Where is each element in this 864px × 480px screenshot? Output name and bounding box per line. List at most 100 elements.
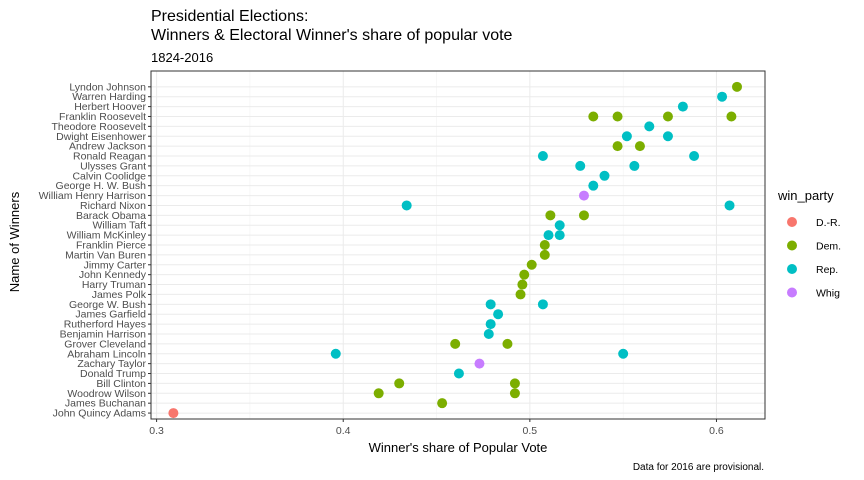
data-point [537,299,548,310]
data-point [493,309,504,320]
x-tick-label: 0.3 [149,425,164,437]
y-tick-label: William Henry Harrison [39,190,147,202]
y-tick-label: Abraham Lincoln [67,348,146,360]
legend-label: Whig [816,288,840,300]
y-tick-label: Andrew Jackson [69,141,146,153]
data-point [599,170,610,181]
data-point [724,200,735,211]
data-point [450,338,461,349]
chart-caption: Data for 2016 are provisional. [633,462,764,473]
chart-subtitle: 1824-2016 [151,50,213,65]
plot-border [150,70,766,420]
data-point [588,180,599,191]
y-tick-label: Herbert Hoover [74,101,146,113]
data-point [401,200,412,211]
y-tick-label: William Taft [93,220,147,232]
y-tick-label: Ulysses Grant [80,160,146,172]
data-point [612,141,623,152]
data-point [509,378,520,389]
y-tick-label: John Quincy Adams [53,408,146,420]
data-point [437,398,448,409]
data-point [485,319,496,330]
y-tick-label: Jimmy Carter [84,259,147,271]
data-point [629,160,640,171]
y-tick-label: Rutherford Hayes [64,319,146,331]
data-point [373,388,384,399]
y-axis-title: Name of Winners [7,191,22,292]
y-tick-label: Grover Cleveland [64,338,146,350]
data-point [588,111,599,122]
data-point [515,289,526,300]
y-tick-label: Zachary Taylor [77,358,146,370]
legend-key [787,217,797,227]
y-tick-label: James Buchanan [65,398,146,410]
data-point [554,230,565,241]
y-tick-label: James Garfield [75,309,146,321]
data-point [519,269,530,280]
data-point [330,348,341,359]
y-tick-label: Donald Trump [80,368,146,380]
y-tick-label: John Kennedy [79,269,147,281]
data-point [539,249,550,260]
y-tick-label: Theodore Roosevelt [51,121,146,133]
legend-label: Rep. [816,264,838,276]
y-tick-label: Dwight Eisenhower [56,131,146,143]
data-point [168,408,179,419]
data-point [578,190,589,201]
chart-title-line2: Winners & Electoral Winner's share of po… [151,27,513,44]
y-tick-label: William McKinley [67,230,147,242]
chart-title-line1: Presidential Elections: [151,8,308,25]
x-tick-label: 0.4 [336,425,351,437]
data-point [526,259,537,270]
legend-label: D.-R. [816,217,841,229]
legend-key [787,240,797,251]
data-point [726,111,737,122]
y-tick-label: Benjamin Harrison [60,328,147,340]
y-tick-label: Lyndon Johnson [69,81,146,93]
legend-key [787,264,797,274]
legend: win_party D.-R. Dem. Rep. Whig [777,188,841,300]
x-axis-title: Winner's share of Popular Vote [369,440,548,455]
data-point [662,131,673,142]
y-tick-label: Woodrow Wilson [67,388,146,400]
data-point [689,151,700,162]
y-tick-label: Ronald Reagan [73,151,146,163]
data-point [545,210,556,221]
y-tick-label: George H. W. Bush [56,180,147,192]
x-tick-label: 0.5 [523,425,538,437]
data-point [543,230,554,241]
legend-items: D.-R. Dem. Rep. Whig [787,217,841,300]
data-point [453,368,464,379]
data-point [618,348,629,359]
data-point [509,388,520,399]
x-tick-label: 0.6 [709,425,724,437]
data-point [732,81,743,92]
data-point [485,299,496,310]
legend-key [787,287,797,298]
y-tick-label: Warren Harding [72,91,146,103]
data-point [474,358,485,369]
data-point [644,121,655,132]
y-tick-label: Barack Obama [76,210,146,222]
data-point [612,111,623,122]
data-point [394,378,405,389]
y-tick-label: Harry Truman [82,279,146,291]
data-point [537,151,548,162]
y-tick-label: Bill Clinton [96,378,146,390]
data-point [634,141,645,152]
data-point [677,101,688,112]
data-point [483,328,494,339]
y-tick-label: Franklin Roosevelt [59,111,146,123]
legend-label: Dem. [816,241,841,253]
y-tick-label: Richard Nixon [80,200,146,212]
data-point [554,220,565,231]
legend-title: win_party [777,188,834,203]
data-point [621,131,632,142]
data-point [575,160,586,171]
data-point [717,91,728,102]
data-point [578,210,589,221]
data-point [502,338,513,349]
y-tick-label: George W. Bush [69,299,146,311]
